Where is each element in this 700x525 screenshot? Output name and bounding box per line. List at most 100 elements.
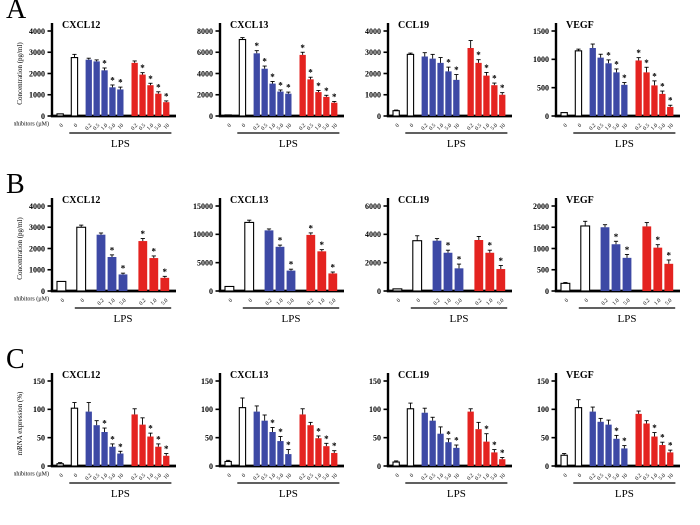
significance-asterisk: * bbox=[320, 240, 325, 250]
y-tick-label: 2000 bbox=[29, 244, 45, 253]
significance-asterisk: * bbox=[262, 57, 267, 67]
significance-asterisk: * bbox=[457, 255, 462, 265]
bar bbox=[96, 234, 106, 291]
charts-row-a: 0 1000 2000 3000 4000 CXCL12 Concentration (pg… bbox=[14, 16, 686, 161]
bar bbox=[331, 452, 338, 466]
bar bbox=[605, 424, 612, 466]
bar bbox=[613, 438, 620, 466]
significance-asterisk: * bbox=[156, 434, 161, 444]
bar bbox=[101, 432, 108, 466]
bar bbox=[238, 38, 247, 117]
x-tick-label: 10 bbox=[499, 472, 507, 480]
bar bbox=[560, 454, 568, 467]
bar bbox=[244, 221, 255, 292]
x-tick-label: 0 bbox=[80, 297, 86, 303]
x-tick-label: 0.2 bbox=[420, 472, 429, 481]
significance-asterisk: * bbox=[331, 263, 336, 273]
bar bbox=[155, 93, 162, 116]
bar bbox=[611, 244, 621, 291]
x-tick-label: 0 bbox=[584, 297, 590, 303]
y-axis-label: mRNA expression (%) bbox=[16, 391, 24, 455]
x-tick-label: 1.0 bbox=[268, 122, 277, 131]
bar bbox=[323, 446, 330, 466]
x-tick-label: 1.0 bbox=[146, 122, 155, 131]
significance-asterisk: * bbox=[625, 245, 630, 255]
bar bbox=[664, 263, 674, 291]
bar bbox=[453, 447, 460, 466]
x-tick-label: 0.2 bbox=[466, 122, 475, 131]
bar bbox=[642, 226, 652, 291]
lps-label: LPS bbox=[615, 138, 634, 150]
x-tick-label: 0 bbox=[395, 472, 401, 478]
chart-b-cxcl13: 0 5000 10000 15000 CXCL13 0 0 0.2 * 1.0 * 5.0 * 0.2 * 1… bbox=[193, 195, 344, 325]
significance-asterisk: * bbox=[667, 250, 672, 260]
significance-asterisk: * bbox=[660, 82, 665, 92]
significance-asterisk: * bbox=[148, 74, 153, 84]
bar bbox=[445, 71, 452, 116]
y-tick-label: 100 bbox=[369, 405, 381, 414]
x-tick-label: 0.5 bbox=[642, 472, 651, 481]
y-tick-label: 100 bbox=[537, 405, 549, 414]
x-tick-label: 10 bbox=[453, 122, 461, 130]
y-tick-label: 3000 bbox=[29, 223, 45, 232]
x-tick-label: 0.2 bbox=[265, 297, 274, 306]
bar bbox=[589, 411, 596, 466]
y-tick-label: 15000 bbox=[193, 202, 213, 211]
bar bbox=[574, 50, 583, 117]
bar bbox=[491, 85, 498, 116]
x-tick-label: 0.5 bbox=[138, 472, 147, 481]
bar bbox=[109, 87, 116, 116]
x-tick-label: 1.0 bbox=[604, 122, 613, 131]
bar bbox=[306, 234, 316, 291]
significance-asterisk: * bbox=[270, 418, 275, 428]
bar bbox=[93, 425, 100, 466]
bar bbox=[643, 72, 650, 116]
bar bbox=[331, 102, 338, 116]
bar bbox=[667, 452, 674, 466]
x-tick-label: 10 bbox=[163, 472, 171, 480]
bar bbox=[622, 257, 632, 291]
bar bbox=[453, 79, 460, 116]
x-tick-label: 0 bbox=[73, 472, 79, 478]
x-tick-label: 5.0 bbox=[287, 297, 296, 306]
bar bbox=[600, 227, 610, 291]
significance-asterisk: * bbox=[148, 424, 153, 434]
significance-asterisk: * bbox=[278, 80, 283, 90]
bar bbox=[483, 441, 490, 466]
significance-asterisk: * bbox=[492, 440, 497, 450]
x-tick-label: 0 bbox=[228, 297, 234, 303]
lps-label: LPS bbox=[450, 313, 469, 325]
bar bbox=[429, 58, 436, 116]
x-tick-label: 5.0 bbox=[623, 297, 632, 306]
y-tick-label: 5000 bbox=[197, 258, 213, 267]
bar bbox=[392, 110, 400, 117]
y-tick-label: 1000 bbox=[533, 244, 549, 253]
bar bbox=[621, 448, 628, 466]
x-tick-label: 0 bbox=[227, 122, 233, 128]
x-tick-label: 0.2 bbox=[642, 297, 651, 306]
significance-asterisk: * bbox=[110, 245, 115, 255]
bar bbox=[238, 407, 247, 467]
chart-b-vegf: 0 500 1000 1500 2000 VEGF 0 0 0.2 * 1.0 * 5.0 0.2 * 1.0… bbox=[533, 195, 680, 325]
bar bbox=[667, 106, 674, 116]
y-tick-label: 100 bbox=[33, 405, 45, 414]
x-tick-label: 0.2 bbox=[298, 122, 307, 131]
x-tick-label: 0.2 bbox=[298, 472, 307, 481]
bar bbox=[117, 89, 124, 116]
x-tick-label: 0 bbox=[59, 472, 65, 478]
x-tick-label: 1.0 bbox=[485, 297, 494, 306]
y-tick-label: 150 bbox=[369, 377, 381, 386]
bar bbox=[269, 432, 276, 466]
significance-asterisk: * bbox=[308, 68, 313, 78]
significance-asterisk: * bbox=[278, 236, 283, 246]
x-tick-label: 0.2 bbox=[130, 472, 139, 481]
x-tick-label: 5.0 bbox=[612, 122, 621, 131]
y-tick-label: 0 bbox=[377, 462, 381, 471]
bar bbox=[285, 454, 292, 466]
panel-label-c: C bbox=[6, 344, 25, 375]
x-tick-label: 1.0 bbox=[314, 122, 323, 131]
